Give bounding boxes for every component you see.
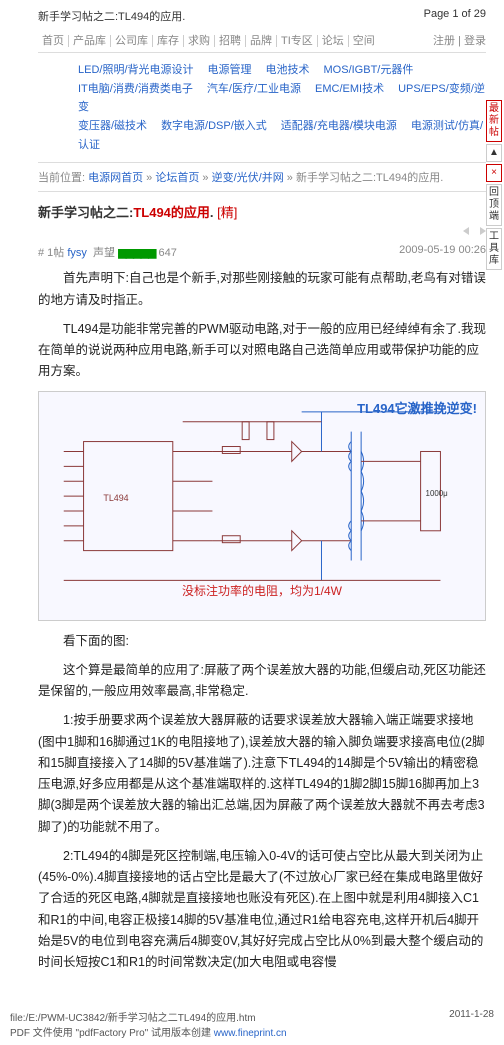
- side-tab[interactable]: 最新帖: [486, 100, 502, 142]
- rep-bars: ▆▆▆▆▆: [118, 248, 155, 260]
- auth-links[interactable]: 注册 | 登录: [433, 32, 486, 48]
- circuit-diagram: TL494它激推挽逆变! TL494: [38, 391, 486, 621]
- post-content: 首先声明下:自己也是个新手,对那些刚接触的玩家可能有点帮助,老鸟有对错误的地方请…: [38, 268, 486, 973]
- diagram-title: TL494它激推挽逆变!: [357, 398, 477, 420]
- side-tab[interactable]: ×: [486, 164, 502, 182]
- breadcrumb-item[interactable]: 论坛首页: [155, 172, 199, 184]
- subnav-link[interactable]: 变压器/磁技术: [78, 120, 147, 132]
- main-nav: 首页产品库公司库库存求购招聘品牌TI专区论坛空间 注册 | 登录: [38, 32, 486, 53]
- nav-item[interactable]: 库存: [153, 35, 184, 47]
- breadcrumb-item: 新手学习帖之二:TL494的应用.: [296, 172, 443, 184]
- side-tab[interactable]: 回顶端: [486, 184, 502, 226]
- subnav-link[interactable]: EMC/EMI技术: [315, 83, 384, 95]
- side-tabs: 最新帖 ▲ × 回顶端工具库: [486, 100, 502, 272]
- nav-item[interactable]: 公司库: [111, 35, 153, 47]
- footer-pdf: PDF 文件使用 "pdfFactory Pro" 试用版本创建: [10, 1028, 214, 1039]
- footer-path: file:/E:/PWM-UC3842/新手学习帖之二TL494的应用.htm: [10, 1009, 287, 1024]
- svg-text:TL494: TL494: [103, 493, 128, 503]
- svg-text:1000μ: 1000μ: [426, 489, 448, 498]
- page-indicator: Page 1 of 29: [424, 8, 486, 24]
- breadcrumb-item[interactable]: 电源网首页: [88, 172, 143, 184]
- breadcrumb-label: 当前位置:: [38, 172, 85, 184]
- floor-label: # 1帖: [38, 247, 64, 259]
- footer: file:/E:/PWM-UC3842/新手学习帖之二TL494的应用.htm …: [0, 989, 504, 1045]
- post-title: 新手学习帖之二:TL494的应用. [精]: [38, 192, 486, 225]
- author-link[interactable]: fysy: [67, 247, 87, 259]
- nav-item[interactable]: 产品库: [69, 35, 111, 47]
- nav-item[interactable]: 空间: [349, 35, 379, 47]
- footer-link[interactable]: www.fineprint.cn: [214, 1028, 287, 1039]
- prev-page-icon[interactable]: [463, 227, 469, 235]
- nav-item[interactable]: TI专区: [277, 35, 318, 47]
- nav-item[interactable]: 招聘: [215, 35, 246, 47]
- page-title-top: 新手学习帖之二:TL494的应用.: [38, 8, 185, 24]
- breadcrumb: 当前位置: 电源网首页 » 论坛首页 » 逆变/光伏/并网 » 新手学习帖之二:…: [38, 163, 486, 192]
- subnav-link[interactable]: 适配器/充电器/模块电源: [281, 120, 397, 132]
- subnav-link[interactable]: MOS/IGBT/元器件: [324, 64, 414, 76]
- subnav-link[interactable]: 数字电源/DSP/嵌入式: [161, 120, 267, 132]
- subnav-link[interactable]: IT电脑/消费/消费类电子: [78, 83, 193, 95]
- nav-item[interactable]: 品牌: [246, 35, 277, 47]
- rep-number: 647: [158, 247, 176, 259]
- subnav-link[interactable]: LED/照明/背光电源设计: [78, 64, 194, 76]
- sub-nav: LED/照明/背光电源设计 电源管理 电池技术 MOS/IGBT/元器件 IT电脑/消费…: [38, 57, 486, 163]
- side-tab[interactable]: 工具库: [486, 228, 502, 270]
- breadcrumb-item[interactable]: 逆变/光伏/并网: [212, 172, 284, 184]
- jing-badge: [精]: [217, 205, 237, 220]
- subnav-link[interactable]: 电池技术: [266, 64, 310, 76]
- nav-item[interactable]: 求购: [184, 35, 215, 47]
- author-row: # 1帖 fysy 声望 ▆▆▆▆▆ 647 2009-05-19 00:26: [38, 240, 486, 268]
- pager: [38, 225, 486, 240]
- nav-item[interactable]: 首页: [38, 35, 69, 47]
- post-time: 2009-05-19 00:26: [399, 244, 486, 260]
- nav-item[interactable]: 论坛: [318, 35, 349, 47]
- subnav-link[interactable]: 电源管理: [208, 64, 252, 76]
- side-tab[interactable]: ▲: [486, 144, 502, 162]
- footer-date: 2011-1-28: [449, 1009, 494, 1039]
- diagram-note: 没标注功率的电阻，均为1/4W: [182, 581, 342, 601]
- subnav-link[interactable]: 汽车/医疗/工业电源: [207, 83, 301, 95]
